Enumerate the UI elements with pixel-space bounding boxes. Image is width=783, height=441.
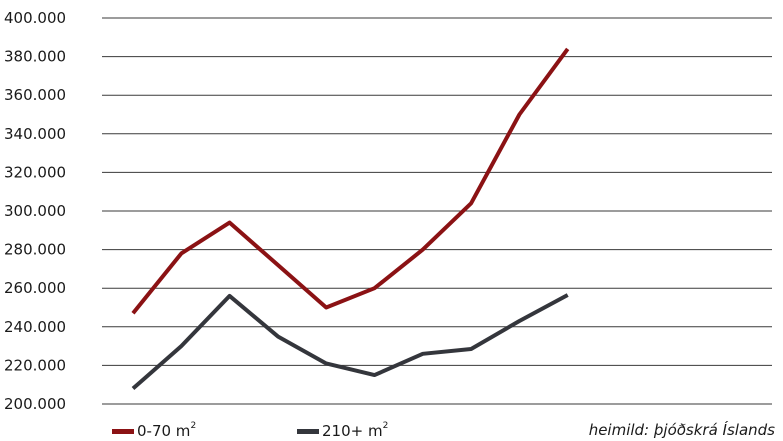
y-axis-tick-labels: 200.000 220.000 240.000 260.000 280.000 300.0… <box>4 9 66 413</box>
y-tick-label: 400.000 <box>4 9 66 27</box>
line-chart: 200.000 220.000 240.000 260.000 280.000 300.0… <box>4 9 772 413</box>
y-tick-label: 300.000 <box>4 202 66 220</box>
legend-swatch-series-1 <box>112 428 134 434</box>
source-note: heimild: þjóðskrá Íslands <box>588 421 775 439</box>
legend-label-series-1: 0-70 m2 <box>137 421 197 440</box>
y-tick-label: 220.000 <box>4 356 66 374</box>
series-line-2 <box>131 293 569 391</box>
legend-item-series-1: 0-70 m2 <box>112 421 196 441</box>
legend-label-series-2: 210+ m2 <box>322 421 389 440</box>
series-lines <box>131 47 570 391</box>
gridlines <box>102 17 772 405</box>
series-line-1 <box>131 47 570 315</box>
y-tick-label: 200.000 <box>4 395 66 413</box>
y-tick-label: 360.000 <box>4 86 66 104</box>
legend-swatch-series-2 <box>297 428 319 434</box>
y-tick-label: 380.000 <box>4 48 66 66</box>
legend-item-series-2: 210+ m2 <box>297 421 388 441</box>
y-tick-label: 280.000 <box>4 241 66 259</box>
y-tick-label: 240.000 <box>4 318 66 336</box>
y-tick-label: 320.000 <box>4 163 66 181</box>
y-tick-label: 340.000 <box>4 125 66 143</box>
y-tick-label: 260.000 <box>4 279 66 297</box>
